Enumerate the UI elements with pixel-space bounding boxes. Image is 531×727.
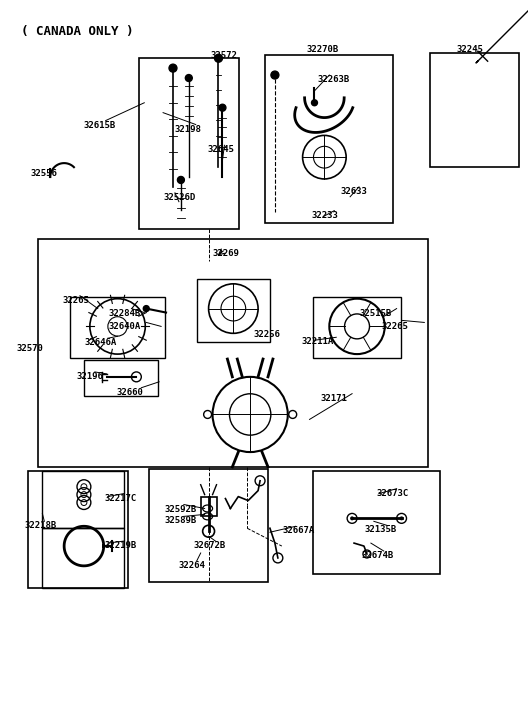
- Text: 32589B: 32589B: [164, 516, 196, 526]
- Circle shape: [185, 75, 192, 81]
- Bar: [42, 471, 124, 529]
- Bar: [430, 53, 519, 167]
- Text: 32218B: 32218B: [24, 521, 57, 530]
- Text: 32284B: 32284B: [109, 308, 141, 318]
- Text: 32592B: 32592B: [164, 505, 196, 513]
- Text: 32135B: 32135B: [365, 526, 397, 534]
- Bar: [38, 239, 429, 467]
- Bar: [70, 297, 165, 358]
- Text: 32660: 32660: [117, 387, 143, 397]
- Circle shape: [178, 177, 184, 183]
- Text: 32219B: 32219B: [105, 541, 137, 550]
- Bar: [196, 279, 270, 342]
- Text: 32667A: 32667A: [283, 526, 315, 535]
- Circle shape: [400, 516, 404, 521]
- Text: 32263B: 32263B: [318, 75, 350, 84]
- Text: 32645: 32645: [208, 145, 235, 154]
- Bar: [139, 58, 239, 230]
- Circle shape: [271, 71, 279, 79]
- Text: 32640A: 32640A: [109, 323, 141, 332]
- Circle shape: [143, 305, 149, 312]
- Text: 32245: 32245: [456, 45, 483, 55]
- Text: ( CANADA ONLY ): ( CANADA ONLY ): [21, 25, 133, 38]
- Text: 32265: 32265: [62, 296, 89, 305]
- Text: 32672B: 32672B: [194, 541, 226, 550]
- Circle shape: [219, 104, 226, 111]
- Bar: [201, 497, 217, 516]
- Text: 32196: 32196: [76, 372, 103, 381]
- Text: 32198: 32198: [175, 124, 202, 134]
- Text: 32171: 32171: [320, 394, 347, 403]
- Text: 32265: 32265: [382, 323, 409, 332]
- Text: 32646A: 32646A: [85, 338, 117, 348]
- Bar: [42, 529, 124, 587]
- Circle shape: [215, 55, 222, 63]
- Bar: [28, 471, 129, 587]
- Text: 32233: 32233: [312, 211, 338, 220]
- Text: 32572: 32572: [211, 52, 237, 60]
- Text: 32633: 32633: [340, 187, 367, 196]
- Text: 32615B: 32615B: [84, 121, 116, 129]
- Text: 32526D: 32526D: [163, 193, 195, 202]
- Bar: [313, 297, 400, 358]
- Text: 32515B: 32515B: [359, 308, 391, 318]
- Bar: [313, 471, 440, 574]
- Text: 32264: 32264: [179, 561, 206, 570]
- Circle shape: [350, 516, 354, 521]
- Circle shape: [177, 177, 184, 183]
- Text: 32256: 32256: [253, 330, 280, 340]
- Text: 32673C: 32673C: [377, 489, 409, 498]
- Text: 32211A: 32211A: [302, 337, 334, 346]
- Bar: [265, 55, 392, 223]
- Text: 32270B: 32270B: [306, 45, 339, 55]
- Circle shape: [312, 100, 318, 105]
- Circle shape: [169, 64, 177, 72]
- Text: 32674B: 32674B: [361, 551, 393, 560]
- Bar: [84, 360, 158, 395]
- Text: 32556: 32556: [30, 169, 57, 178]
- Text: 32217C: 32217C: [105, 494, 137, 502]
- Bar: [149, 469, 268, 582]
- Text: 32269: 32269: [212, 249, 239, 258]
- Text: 32570: 32570: [16, 344, 44, 353]
